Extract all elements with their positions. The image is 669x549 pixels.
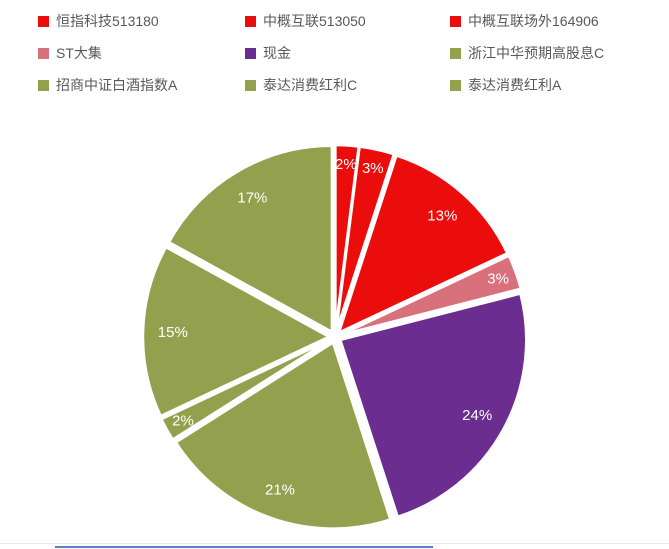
pie-data-label-1: 3% (362, 160, 384, 177)
legend-swatch-icon (245, 15, 256, 27)
pie-slice-5[interactable] (174, 341, 392, 530)
legend-item-0[interactable]: 恒指科技513180 (38, 12, 245, 30)
legend-swatch-icon (450, 15, 461, 27)
cropped-next-row (0, 543, 669, 549)
bottom-gray-line (0, 543, 669, 544)
legend-item-3[interactable]: ST大集 (38, 44, 245, 62)
pie-data-label-6: 2% (172, 413, 194, 430)
pie-data-label-3: 3% (487, 270, 509, 287)
legend-swatch-icon (38, 15, 49, 27)
pie-data-label-0: 2% (335, 156, 357, 173)
chart-legend: 恒指科技513180 中概互联513050 中概互联场外164906 ST大集 现金 浙江… (38, 12, 604, 94)
legend-swatch-icon (38, 47, 49, 59)
pie-data-label-5: 21% (265, 482, 295, 499)
pie-slice-8[interactable] (167, 144, 334, 334)
bottom-blue-line (55, 546, 433, 548)
legend-label: 现金 (263, 45, 291, 61)
legend-item-6[interactable]: 招商中证白酒指数A (38, 76, 245, 94)
legend-label: 浙江中华预期高股息C (468, 45, 605, 61)
legend-swatch-icon (245, 79, 256, 91)
pie-slice-1[interactable] (335, 145, 396, 333)
legend-label: 中概互联场外164906 (468, 13, 599, 29)
legend-item-8[interactable]: 泰达消费红利A (450, 76, 604, 94)
legend-swatch-icon (450, 79, 461, 91)
legend-label: 招商中证白酒指数A (56, 77, 178, 93)
legend-swatch-icon (450, 47, 461, 59)
pie-slice-7[interactable] (141, 245, 331, 418)
legend-label: ST大集 (56, 45, 102, 61)
legend-label: 泰达消费红利C (263, 77, 358, 93)
pie-data-label-8: 17% (237, 189, 267, 206)
legend-item-1[interactable]: 中概互联513050 (245, 12, 450, 30)
pie-slice-4[interactable] (339, 292, 528, 519)
pie-data-label-2: 13% (427, 207, 457, 224)
pie-data-label-4: 24% (462, 407, 492, 424)
legend-swatch-icon (38, 79, 49, 91)
legend-swatch-icon (245, 47, 256, 59)
pie-slice-3[interactable] (339, 254, 523, 337)
pie-data-label-7: 15% (158, 324, 188, 341)
pie-slice-2[interactable] (337, 154, 509, 334)
legend-item-4[interactable]: 现金 (245, 44, 450, 62)
legend-item-2[interactable]: 中概互联场外164906 (450, 12, 604, 30)
legend-label: 中概互联513050 (263, 13, 366, 29)
legend-item-7[interactable]: 泰达消费红利C (245, 76, 450, 94)
legend-label: 泰达消费红利A (468, 77, 562, 93)
pie-slice-6[interactable] (160, 338, 331, 441)
legend-label: 恒指科技513180 (56, 13, 159, 29)
legend-item-5[interactable]: 浙江中华预期高股息C (450, 44, 604, 62)
